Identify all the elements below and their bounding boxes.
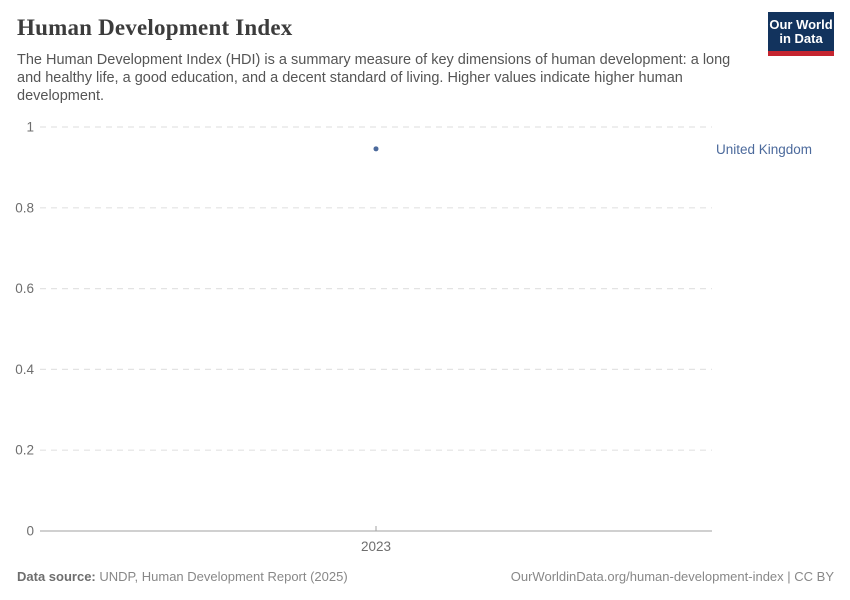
- y-tick-label: 1: [26, 120, 34, 135]
- owid-logo: Our World in Data: [768, 12, 834, 56]
- credit-line: OurWorldinData.org/human-development-ind…: [510, 569, 834, 584]
- owid-logo-line1: Our World: [769, 16, 833, 32]
- y-tick-label: 0: [26, 524, 34, 539]
- chart-subtitle: The Human Development Index (HDI) is a s…: [17, 52, 731, 104]
- owid-logo-line2: in Data: [779, 30, 823, 46]
- y-tick-label: 0.6: [15, 281, 34, 296]
- entity-label[interactable]: United Kingdom: [716, 142, 813, 157]
- y-tick-label: 0.4: [15, 362, 34, 377]
- data-source-value: UNDP, Human Development Report (2025): [95, 569, 348, 584]
- chart-footer: Data source: UNDP, Human Development Rep…: [17, 569, 834, 584]
- page-title: Human Development Index: [17, 15, 293, 40]
- x-tick-label: 2023: [361, 539, 391, 554]
- data-source-text: Data source: UNDP, Human Development Rep…: [17, 569, 348, 584]
- data-point[interactable]: [373, 146, 379, 152]
- y-tick-label: 0.2: [15, 443, 34, 458]
- data-source-label: Data source:: [17, 569, 96, 584]
- y-tick-label: 0.8: [15, 200, 34, 215]
